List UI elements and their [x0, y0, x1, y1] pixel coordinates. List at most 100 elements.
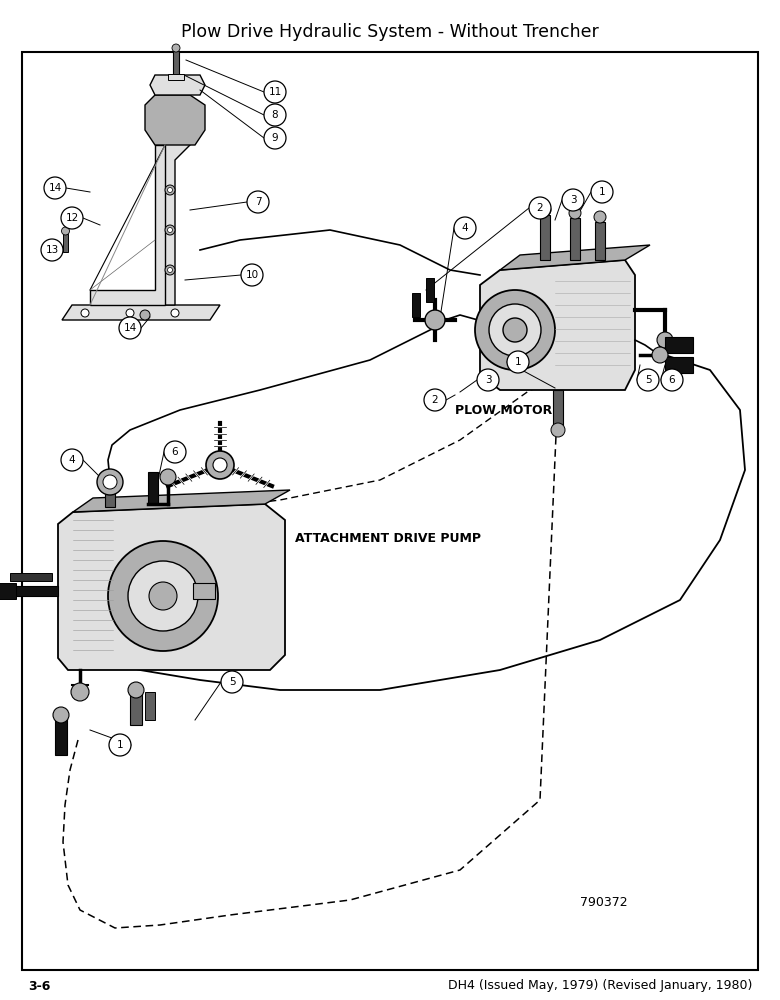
- Text: 1: 1: [515, 357, 521, 367]
- Polygon shape: [150, 75, 205, 95]
- Circle shape: [172, 44, 180, 52]
- Text: 6: 6: [172, 447, 179, 457]
- Text: 6: 6: [668, 375, 675, 385]
- Text: 2: 2: [431, 395, 438, 405]
- Circle shape: [424, 389, 446, 411]
- Text: 4: 4: [69, 455, 76, 465]
- FancyBboxPatch shape: [665, 337, 693, 353]
- Circle shape: [539, 204, 551, 216]
- Text: 3: 3: [484, 375, 491, 385]
- Circle shape: [168, 228, 172, 232]
- Text: 1: 1: [599, 187, 605, 197]
- Text: 3-6: 3-6: [28, 980, 51, 992]
- Circle shape: [97, 469, 123, 495]
- Text: 9: 9: [271, 133, 278, 143]
- Circle shape: [637, 369, 659, 391]
- Text: 790372: 790372: [580, 896, 628, 908]
- FancyBboxPatch shape: [16, 586, 58, 596]
- Circle shape: [264, 104, 286, 126]
- Circle shape: [108, 541, 218, 651]
- Text: 12: 12: [66, 213, 79, 223]
- Circle shape: [247, 191, 269, 213]
- Polygon shape: [90, 145, 165, 305]
- Polygon shape: [62, 305, 220, 320]
- Text: 7: 7: [255, 197, 261, 207]
- FancyBboxPatch shape: [148, 472, 158, 504]
- FancyBboxPatch shape: [130, 690, 142, 725]
- Circle shape: [657, 332, 673, 348]
- Circle shape: [41, 239, 63, 261]
- Circle shape: [213, 458, 227, 472]
- Text: PLOW MOTOR: PLOW MOTOR: [455, 403, 552, 416]
- FancyBboxPatch shape: [105, 482, 115, 507]
- Text: 14: 14: [123, 323, 136, 333]
- Circle shape: [507, 351, 529, 373]
- FancyBboxPatch shape: [193, 583, 215, 599]
- Circle shape: [53, 707, 69, 723]
- Circle shape: [425, 310, 445, 330]
- Polygon shape: [500, 245, 650, 270]
- Circle shape: [503, 318, 527, 342]
- Text: 1: 1: [117, 740, 123, 750]
- Circle shape: [206, 451, 234, 479]
- Circle shape: [109, 734, 131, 756]
- Text: 5: 5: [645, 375, 651, 385]
- Circle shape: [569, 207, 581, 219]
- Circle shape: [81, 309, 89, 317]
- FancyBboxPatch shape: [412, 293, 420, 317]
- Circle shape: [168, 267, 172, 272]
- Text: 4: 4: [462, 223, 468, 233]
- FancyBboxPatch shape: [570, 218, 580, 260]
- Circle shape: [168, 188, 172, 192]
- Circle shape: [489, 304, 541, 356]
- Circle shape: [164, 441, 186, 463]
- FancyBboxPatch shape: [426, 278, 434, 302]
- Polygon shape: [480, 260, 635, 390]
- FancyBboxPatch shape: [540, 215, 550, 260]
- Circle shape: [264, 81, 286, 103]
- Text: ATTACHMENT DRIVE PUMP: ATTACHMENT DRIVE PUMP: [295, 532, 481, 544]
- Circle shape: [551, 423, 565, 437]
- FancyBboxPatch shape: [55, 713, 67, 755]
- Circle shape: [165, 225, 175, 235]
- FancyBboxPatch shape: [173, 51, 179, 75]
- Polygon shape: [73, 490, 290, 512]
- FancyBboxPatch shape: [553, 390, 563, 425]
- Text: 8: 8: [271, 110, 278, 120]
- Circle shape: [594, 211, 606, 223]
- Text: DH4 (Issued May, 1979) (Revised January, 1980): DH4 (Issued May, 1979) (Revised January,…: [448, 980, 752, 992]
- Circle shape: [529, 197, 551, 219]
- Circle shape: [126, 309, 134, 317]
- Circle shape: [62, 227, 69, 235]
- Polygon shape: [165, 130, 190, 305]
- FancyBboxPatch shape: [595, 222, 605, 260]
- Circle shape: [221, 671, 243, 693]
- Polygon shape: [58, 504, 285, 670]
- Circle shape: [119, 317, 141, 339]
- Circle shape: [171, 309, 179, 317]
- FancyBboxPatch shape: [168, 74, 184, 80]
- Circle shape: [128, 682, 144, 698]
- Circle shape: [264, 127, 286, 149]
- Circle shape: [591, 181, 613, 203]
- Circle shape: [140, 310, 150, 320]
- Text: Plow Drive Hydraulic System - Without Trencher: Plow Drive Hydraulic System - Without Tr…: [181, 23, 599, 41]
- Circle shape: [454, 217, 476, 239]
- Circle shape: [128, 561, 198, 631]
- Circle shape: [61, 449, 83, 471]
- Circle shape: [149, 582, 177, 610]
- Circle shape: [103, 475, 117, 489]
- Polygon shape: [145, 95, 205, 145]
- FancyBboxPatch shape: [10, 573, 52, 581]
- Text: 13: 13: [45, 245, 58, 255]
- Circle shape: [61, 207, 83, 229]
- Text: 10: 10: [246, 270, 258, 280]
- Circle shape: [477, 369, 499, 391]
- FancyBboxPatch shape: [63, 234, 68, 252]
- Text: 14: 14: [48, 183, 62, 193]
- Circle shape: [160, 469, 176, 485]
- Circle shape: [652, 347, 668, 363]
- Circle shape: [562, 189, 584, 211]
- FancyBboxPatch shape: [145, 692, 155, 720]
- Text: 3: 3: [569, 195, 576, 205]
